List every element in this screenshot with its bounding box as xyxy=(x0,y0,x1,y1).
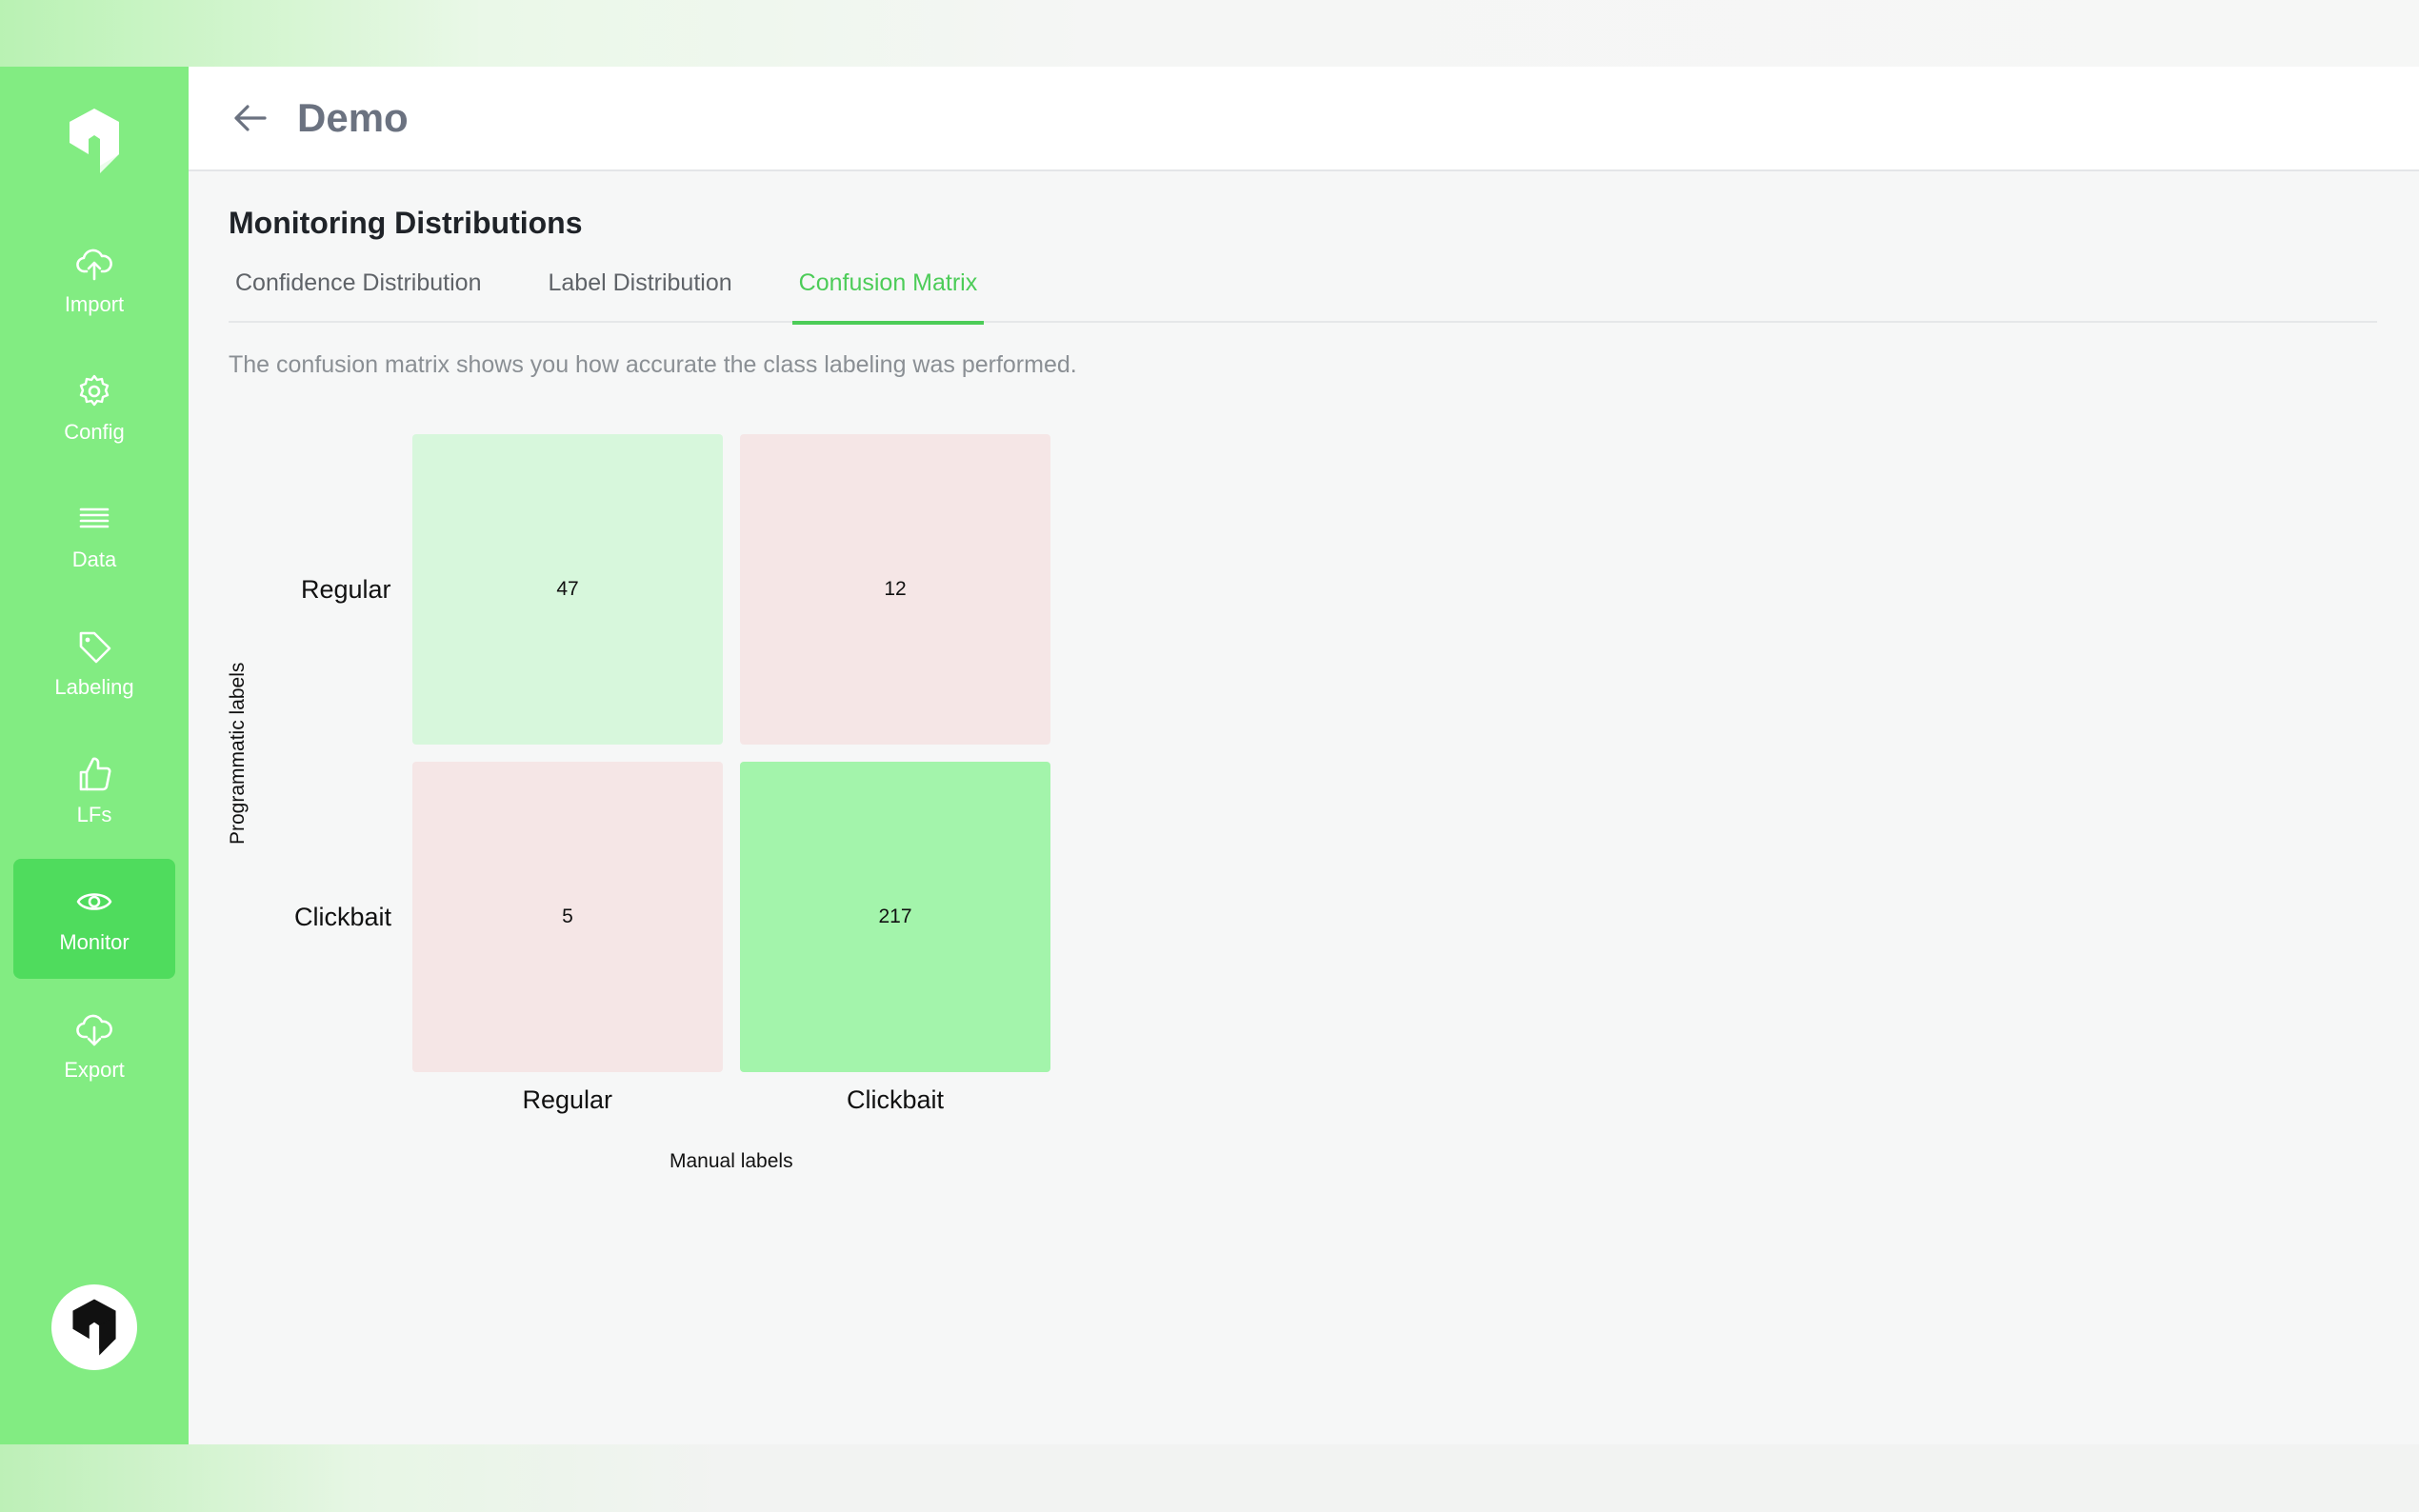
tag-icon xyxy=(79,631,111,664)
gear-icon xyxy=(79,374,110,407)
matrix-cell[interactable]: 12 xyxy=(740,434,1050,745)
column-label: Regular xyxy=(522,1085,613,1114)
sidebar-item-import[interactable]: Import xyxy=(13,221,175,341)
matrix-cell[interactable]: 47 xyxy=(412,434,723,745)
row-label: Clickbait xyxy=(294,903,392,931)
content-area: Monitoring Distributions Confidence Dist… xyxy=(189,206,2419,1196)
x-axis-label: Manual labels xyxy=(670,1150,793,1172)
sidebar-nav: Import Config Data Labeli xyxy=(0,221,189,1114)
sidebar-item-labeling[interactable]: Labeling xyxy=(13,604,175,724)
eye-icon xyxy=(76,893,112,910)
back-arrow-icon[interactable] xyxy=(229,97,270,139)
sidebar-item-label: Config xyxy=(64,420,125,444)
app-logo-icon[interactable] xyxy=(66,105,123,177)
tab-label-distribution[interactable]: Label Distribution xyxy=(548,269,732,296)
y-axis-label: Programmatic labels xyxy=(227,662,249,845)
column-label: Clickbait xyxy=(847,1085,945,1114)
matrix-cell[interactable]: 217 xyxy=(740,762,1050,1072)
sidebar-item-label: Labeling xyxy=(54,675,134,699)
app-window: Import Config Data Labeli xyxy=(0,67,2419,1444)
sidebar-item-data[interactable]: Data xyxy=(13,476,175,596)
list-icon xyxy=(79,507,110,528)
cloud-upload-icon xyxy=(76,249,112,281)
bottom-backdrop xyxy=(0,1444,2419,1512)
tab-confidence-distribution[interactable]: Confidence Distribution xyxy=(235,269,482,296)
confusion-matrix: Programmatic labels Manual labels 47 12 5 2… xyxy=(227,434,1086,1196)
sidebar-item-config[interactable]: Config xyxy=(13,348,175,468)
page-title: Demo xyxy=(297,95,409,140)
sidebar-item-label: Export xyxy=(64,1058,125,1082)
sidebar-item-monitor[interactable]: Monitor xyxy=(13,859,175,979)
top-backdrop xyxy=(0,0,2419,67)
sidebar-item-label: Monitor xyxy=(59,930,130,954)
page-header: Demo xyxy=(189,67,2419,171)
user-avatar-logo-icon xyxy=(72,1299,116,1356)
description-text: The confusion matrix shows you how accur… xyxy=(229,351,1077,378)
sidebar-item-lfs[interactable]: LFs xyxy=(13,731,175,851)
main-panel: Demo Monitoring Distributions Confidence… xyxy=(189,67,2419,1444)
sidebar: Import Config Data Labeli xyxy=(0,67,189,1444)
cloud-download-icon xyxy=(76,1014,112,1046)
avatar[interactable] xyxy=(51,1284,137,1370)
sidebar-item-label: Data xyxy=(71,547,117,571)
matrix-cell[interactable]: 5 xyxy=(412,762,723,1072)
tab-bar: Confidence Distribution Label Distributi… xyxy=(229,262,2377,325)
sidebar-item-label: LFs xyxy=(76,803,112,826)
section-title: Monitoring Distributions xyxy=(229,206,583,240)
thumbs-up-icon xyxy=(79,757,111,791)
tab-confusion-matrix[interactable]: Confusion Matrix xyxy=(791,262,985,325)
sidebar-item-export[interactable]: Export xyxy=(13,986,175,1106)
sidebar-item-label: Import xyxy=(64,292,125,316)
row-label: Regular xyxy=(301,575,391,604)
